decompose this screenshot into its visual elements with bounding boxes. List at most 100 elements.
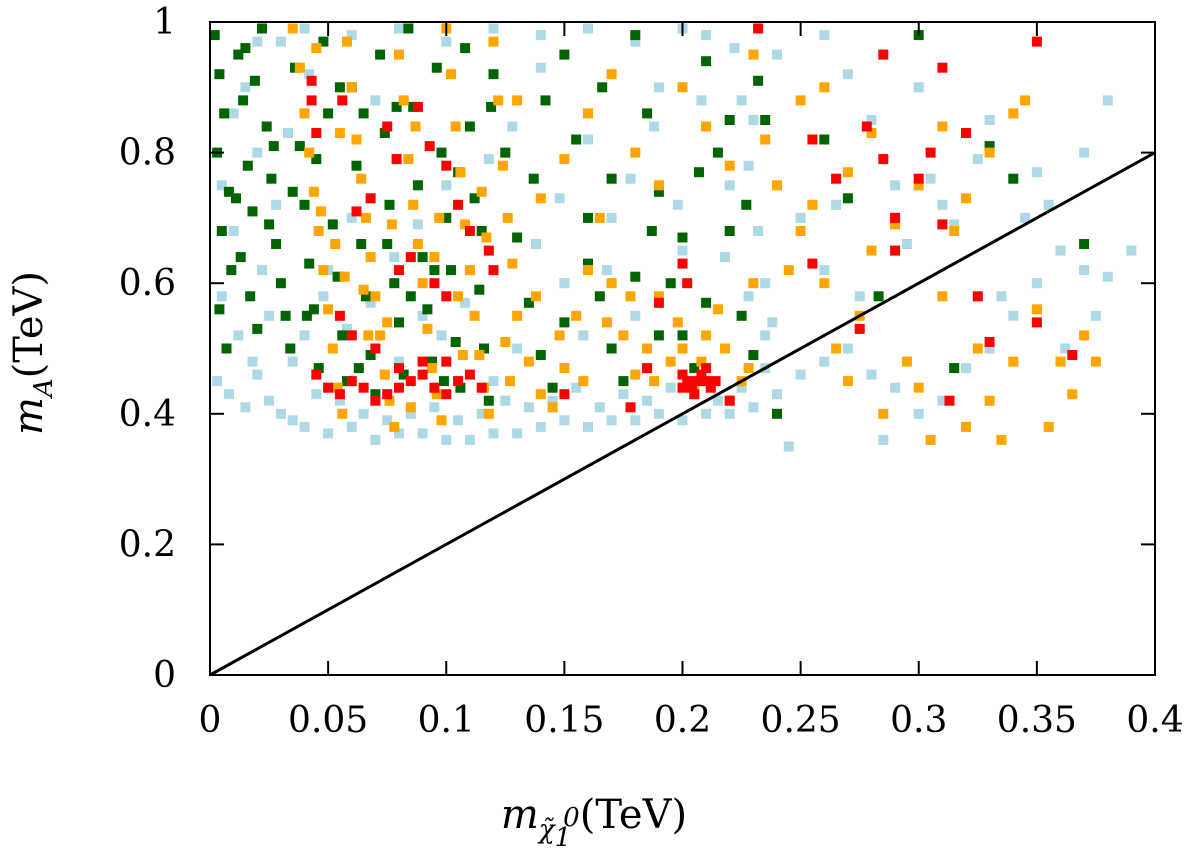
point-orange <box>339 271 350 282</box>
point-light-blue <box>1079 265 1090 276</box>
point-light-blue <box>346 30 357 41</box>
point-dark-green <box>214 69 225 80</box>
point-light-blue <box>594 402 605 413</box>
point-dark-green <box>984 141 995 152</box>
point-orange <box>1020 95 1031 106</box>
point-dark-green <box>398 369 409 380</box>
reference-line-layer <box>209 151 1156 677</box>
point-dark-green <box>677 232 688 243</box>
y-tick-label: 1 <box>153 2 176 43</box>
point-orange <box>294 62 305 73</box>
point-light-blue <box>736 382 747 393</box>
point-orange <box>701 121 712 132</box>
point-light-blue <box>772 49 782 60</box>
point-dark-green <box>327 219 338 230</box>
point-orange <box>408 199 419 210</box>
point-orange <box>403 154 414 165</box>
point-light-blue <box>701 30 712 41</box>
point-light-blue <box>441 434 452 445</box>
point-light-blue <box>772 389 782 400</box>
point-dark-green <box>233 49 244 60</box>
point-orange <box>649 376 660 387</box>
point-orange <box>672 317 683 328</box>
point-light-blue <box>318 291 329 302</box>
point-dark-green <box>460 43 471 54</box>
point-dark-green <box>436 147 447 158</box>
point-light-blue <box>630 415 641 426</box>
point-orange <box>913 382 924 393</box>
x-tick-label: 0.2 <box>654 700 711 741</box>
point-light-blue <box>677 415 688 426</box>
point-orange <box>512 310 523 321</box>
point-orange <box>583 265 593 276</box>
y-tick-label: 0 <box>153 655 176 696</box>
point-light-blue <box>264 310 275 321</box>
point-light-blue <box>760 278 771 289</box>
point-light-blue <box>299 330 310 341</box>
point-dark-green <box>323 108 334 119</box>
point-dark-green <box>583 212 593 223</box>
point-light-blue <box>287 356 298 367</box>
point-orange <box>505 376 515 387</box>
point-dark-green <box>646 226 657 236</box>
point-light-blue <box>252 147 263 158</box>
point-red <box>559 389 570 400</box>
point-orange <box>429 252 440 263</box>
point-dark-green <box>287 186 298 197</box>
point-light-blue <box>370 95 381 106</box>
point-orange <box>901 356 912 367</box>
point-light-blue <box>531 239 541 249</box>
point-light-blue <box>743 291 754 302</box>
point-light-blue <box>583 134 593 145</box>
point-dark-green <box>630 30 641 41</box>
point-light-blue <box>394 356 404 367</box>
point-orange <box>1055 356 1066 367</box>
point-light-blue <box>937 395 948 406</box>
point-light-blue <box>405 408 416 419</box>
point-dark-green <box>450 337 461 347</box>
point-dark-green <box>294 141 305 152</box>
point-light-blue <box>677 245 688 256</box>
point-dark-green <box>332 271 343 282</box>
point-orange <box>748 278 759 289</box>
point-orange <box>412 239 423 249</box>
point-orange <box>972 343 983 354</box>
point-light-blue <box>464 434 475 445</box>
point-orange <box>422 323 433 334</box>
point-orange <box>783 265 794 276</box>
point-dark-green <box>209 30 220 41</box>
point-dark-green <box>311 154 322 165</box>
point-light-blue <box>736 95 747 106</box>
point-orange <box>937 121 948 132</box>
point-light-blue <box>346 212 357 223</box>
point-light-blue <box>299 421 310 432</box>
point-orange <box>464 265 475 276</box>
point-orange <box>342 36 352 47</box>
point-red <box>701 363 712 374</box>
point-red <box>913 173 924 184</box>
point-orange <box>594 212 605 223</box>
y-tick-label: 0.6 <box>119 263 176 304</box>
point-dark-green <box>642 108 653 119</box>
point-red <box>890 245 901 256</box>
point-orange <box>455 167 466 178</box>
point-light-blue <box>240 402 251 413</box>
point-dark-green <box>238 95 249 106</box>
point-dark-green <box>391 101 402 112</box>
point-light-blue <box>483 154 494 165</box>
point-light-blue <box>412 219 423 230</box>
point-dark-green <box>223 186 234 197</box>
point-dark-green <box>334 82 345 93</box>
point-dark-green <box>665 278 676 289</box>
point-orange <box>308 186 319 197</box>
point-red <box>441 356 452 367</box>
point-orange <box>1008 108 1019 119</box>
point-dark-green <box>540 95 551 106</box>
point-dark-green <box>275 278 286 289</box>
y-tick-label: 0.4 <box>119 394 176 435</box>
point-light-blue <box>436 330 447 341</box>
point-orange <box>386 219 397 230</box>
point-red <box>370 343 381 354</box>
series-dark-green <box>209 23 1090 419</box>
point-red <box>890 212 901 223</box>
